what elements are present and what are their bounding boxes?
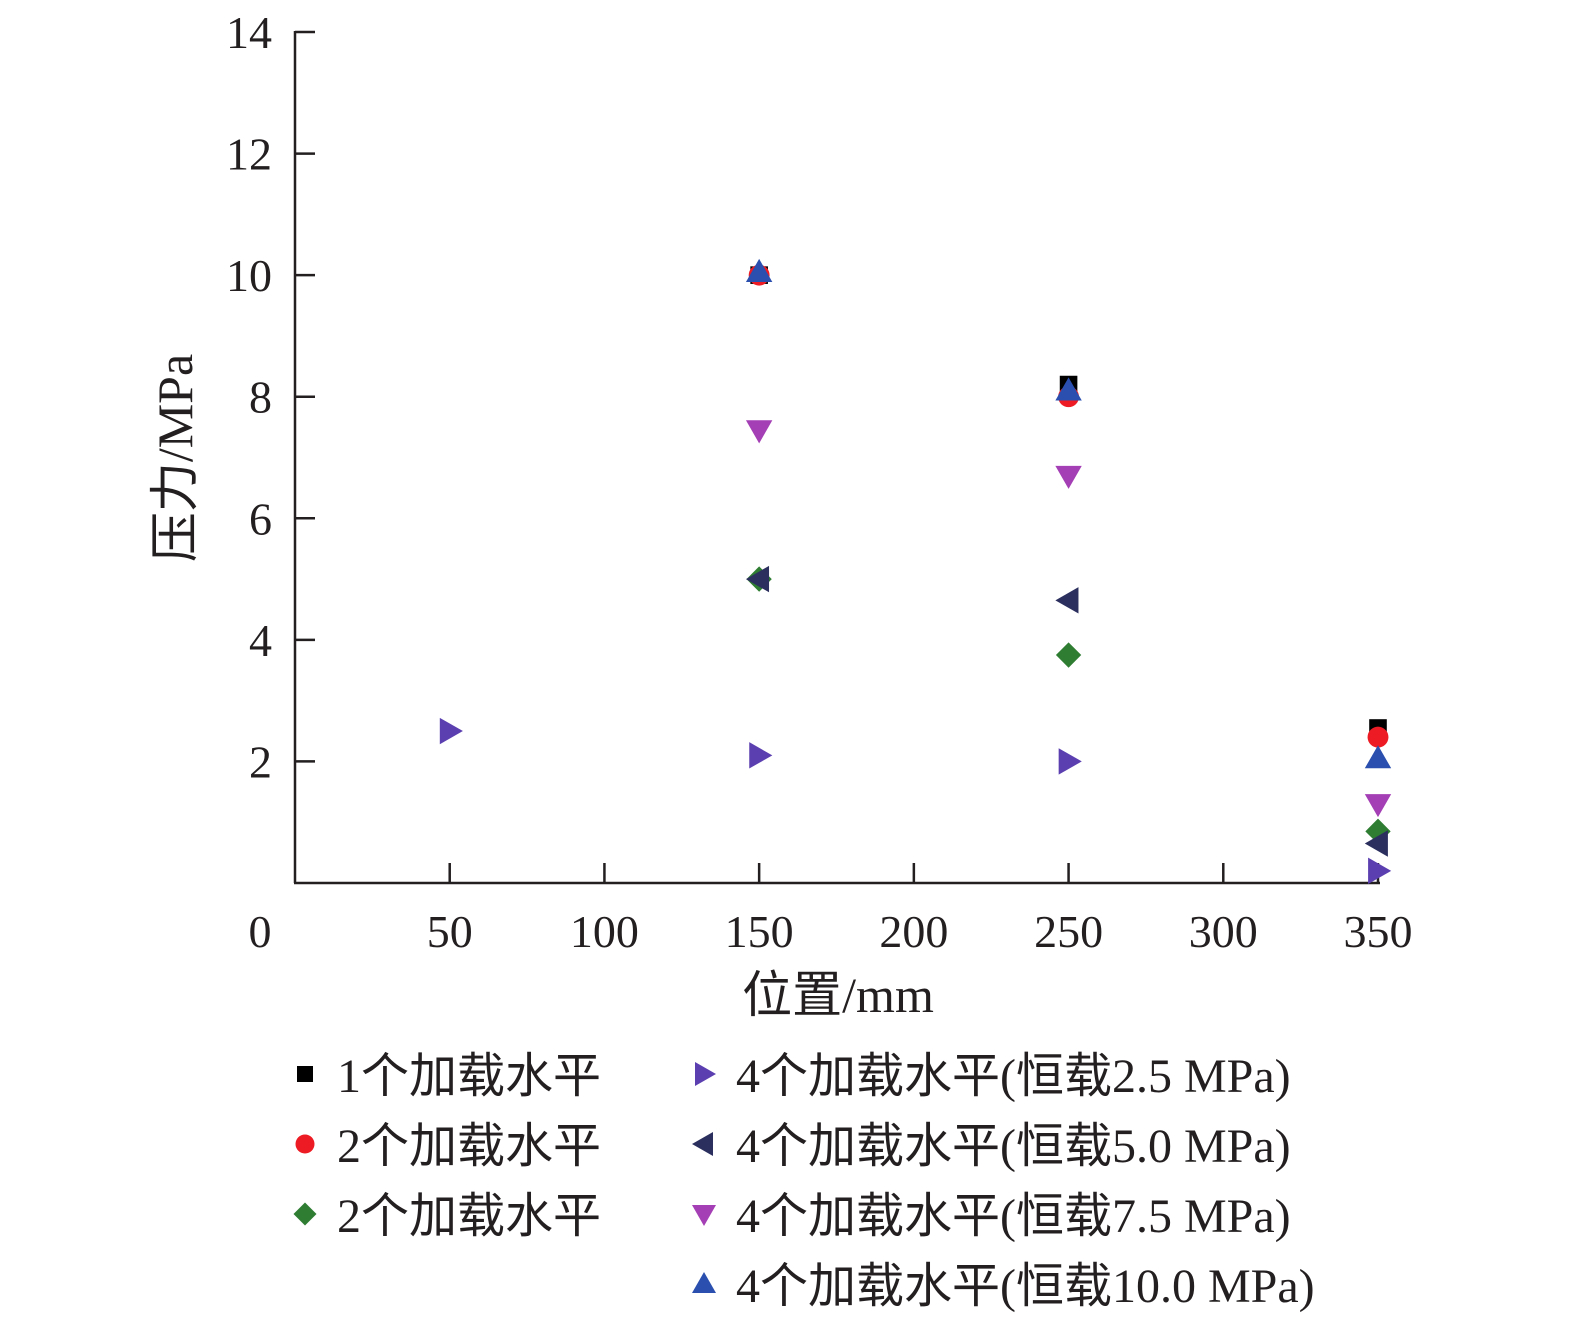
data-point — [1364, 794, 1392, 818]
legend-item: 2个加载水平 — [295, 1120, 601, 1173]
x-tick-label: 350 — [1344, 906, 1413, 957]
legend-label: 4个加载水平(恒载7.5 MPa) — [736, 1190, 1291, 1243]
data-point — [745, 258, 773, 283]
legend-item: 4个加载水平(恒载10.0 MPa) — [692, 1260, 1315, 1313]
legend-marker — [692, 1205, 716, 1226]
legend-marker — [695, 1062, 716, 1086]
data-point — [1055, 642, 1082, 668]
axes — [293, 31, 1380, 885]
y-tick-label: 6 — [249, 493, 272, 544]
x-tick-label: 100 — [570, 906, 639, 957]
data-point — [749, 742, 773, 769]
legend-item: 1个加载水平 — [297, 1050, 601, 1103]
x-tick-label: 300 — [1189, 906, 1258, 957]
y-axis-label: 压力/MPa — [147, 354, 203, 562]
y-tick-label: 4 — [249, 615, 272, 666]
data-point — [1055, 377, 1082, 401]
data-point — [1364, 830, 1388, 857]
data-point — [1058, 748, 1082, 775]
x-tick-label: 50 — [427, 906, 473, 957]
series-6 — [745, 420, 1392, 818]
x-axis-label: 位置/mm — [742, 967, 934, 1023]
legend-marker — [692, 1272, 716, 1293]
y-tick-label: 14 — [226, 7, 272, 58]
data-point — [745, 420, 773, 444]
data-point — [439, 717, 463, 745]
y-tick-label: 10 — [226, 250, 272, 301]
data-point — [1367, 726, 1389, 748]
series-2 — [748, 264, 1389, 748]
data-point — [1055, 587, 1079, 614]
legend-marker — [297, 1066, 313, 1082]
data-point — [1368, 857, 1392, 885]
x-tick-label: 150 — [725, 906, 794, 957]
legend-label: 2个加载水平 — [337, 1120, 601, 1173]
series-3 — [746, 566, 1391, 844]
legend-label: 4个加载水平(恒载2.5 MPa) — [736, 1050, 1291, 1103]
y-tick-label: 2 — [249, 736, 272, 787]
legend-marker — [692, 1132, 713, 1156]
y-tick-label: 8 — [249, 372, 272, 423]
legend-label: 4个加载水平(恒载5.0 MPa) — [736, 1120, 1291, 1173]
legend-label: 4个加载水平(恒载10.0 MPa) — [736, 1260, 1315, 1313]
x-tick-label: 0 — [249, 906, 272, 957]
x-tick-label: 250 — [1034, 906, 1103, 957]
legend-item: 4个加载水平(恒载7.5 MPa) — [692, 1190, 1291, 1243]
data-point — [1055, 465, 1082, 489]
ticks: 2 4 6 8 10 12 14 0 50 100 150 200 250 300 350 — [226, 7, 1413, 957]
legend: 1个加载水平 2个加载水平 2个加载水平 4个加载水平(恒载2.5 MPa) 4个加载水… — [293, 1050, 1315, 1313]
series-5 — [745, 565, 1388, 857]
legend-item: 4个加载水平(恒载5.0 MPa) — [692, 1120, 1291, 1173]
series-7 — [745, 258, 1392, 769]
legend-marker — [293, 1202, 317, 1226]
legend-label: 1个加载水平 — [337, 1050, 601, 1103]
series-4 — [439, 717, 1392, 885]
legend-label: 2个加载水平 — [337, 1190, 601, 1243]
legend-item: 4个加载水平(恒载2.5 MPa) — [695, 1050, 1291, 1103]
y-tick-label: 12 — [226, 129, 272, 180]
data-point — [745, 565, 770, 593]
data-point — [1364, 745, 1392, 769]
legend-marker — [295, 1134, 315, 1154]
data-points — [439, 258, 1392, 885]
x-tick-label: 200 — [879, 906, 948, 957]
legend-item: 2个加载水平 — [293, 1190, 601, 1243]
